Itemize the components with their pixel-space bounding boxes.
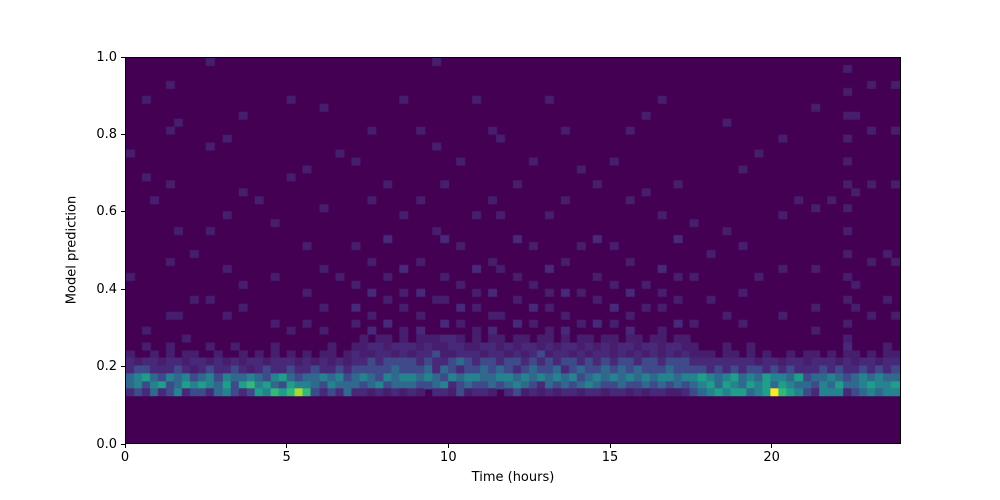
y-tick-label: 0.4 bbox=[96, 281, 117, 297]
y-tick-mark bbox=[121, 366, 125, 368]
x-tick-label: 20 bbox=[763, 450, 780, 465]
y-tick-mark bbox=[121, 211, 125, 213]
x-tick-mark bbox=[124, 444, 126, 448]
y-tick-mark bbox=[121, 443, 125, 445]
plot-area bbox=[125, 57, 901, 444]
x-axis-label: Time (hours) bbox=[471, 470, 555, 485]
x-tick-mark bbox=[609, 444, 611, 448]
x-tick-label: 5 bbox=[282, 450, 291, 465]
y-tick-mark bbox=[121, 133, 125, 135]
heatmap-canvas bbox=[126, 58, 900, 443]
y-tick-label: 1.0 bbox=[96, 49, 117, 65]
y-tick-label: 0.8 bbox=[96, 126, 117, 142]
x-tick-mark bbox=[447, 444, 449, 448]
x-tick-label: 15 bbox=[601, 450, 619, 465]
x-tick-label: 0 bbox=[120, 450, 130, 465]
x-tick-mark bbox=[771, 444, 773, 448]
y-tick-label: 0.0 bbox=[96, 436, 117, 452]
x-tick-mark bbox=[286, 444, 288, 448]
y-tick-label: 0.6 bbox=[96, 204, 117, 220]
y-tick-mark bbox=[121, 56, 125, 58]
y-tick-label: 0.2 bbox=[96, 359, 117, 375]
y-axis-label: Model prediction bbox=[64, 195, 80, 305]
y-tick-mark bbox=[121, 288, 125, 290]
x-tick-label: 10 bbox=[440, 450, 457, 465]
